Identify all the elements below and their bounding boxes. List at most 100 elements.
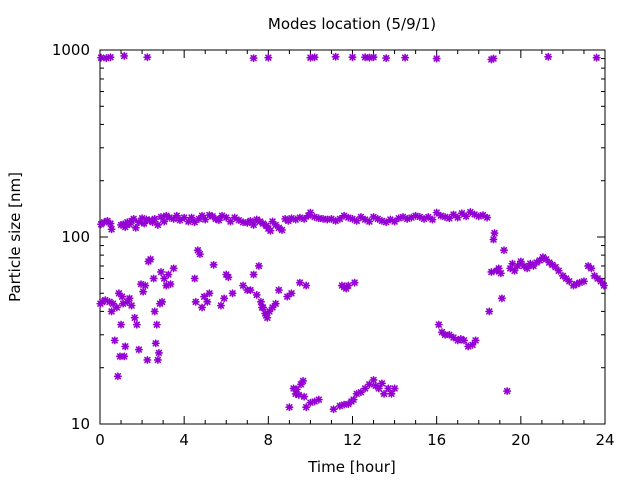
data-point	[169, 214, 178, 223]
data-point	[198, 303, 207, 312]
data-point	[112, 303, 121, 312]
data-point	[164, 270, 173, 279]
data-point	[445, 214, 454, 223]
data-point	[369, 375, 378, 384]
data-point	[226, 217, 235, 226]
data-point	[195, 250, 204, 259]
x-tick-label: 20	[511, 431, 530, 449]
data-point	[285, 403, 294, 412]
data-point	[278, 226, 287, 235]
data-point	[349, 395, 358, 404]
data-point	[369, 53, 378, 62]
data-point	[154, 348, 163, 357]
data-point	[424, 212, 433, 221]
x-tick-label: 16	[427, 431, 446, 449]
data-point	[113, 372, 122, 381]
data-point	[310, 53, 319, 62]
data-point	[127, 301, 136, 310]
data-point	[266, 226, 275, 235]
data-point	[287, 289, 296, 298]
data-point	[130, 313, 139, 322]
data-point	[361, 384, 370, 393]
data-point	[449, 333, 458, 342]
data-point	[596, 277, 605, 286]
data-point	[344, 281, 353, 290]
x-axis: 0 4 8 12 16 20 24	[95, 50, 615, 449]
data-point	[329, 405, 338, 414]
data-point	[191, 297, 200, 306]
data-point	[382, 54, 391, 63]
data-point	[462, 212, 471, 221]
data-point	[365, 217, 374, 226]
data-point	[209, 260, 218, 269]
data-point	[485, 307, 494, 316]
data-point	[380, 389, 389, 398]
data-point	[254, 261, 263, 270]
data-point	[544, 52, 553, 61]
data-point	[249, 54, 258, 63]
data-point	[292, 385, 301, 394]
data-point	[121, 342, 130, 351]
data-point	[158, 297, 167, 306]
data-point	[490, 229, 499, 238]
data-point	[152, 320, 161, 329]
x-tick-label: 24	[595, 431, 614, 449]
data-point	[120, 352, 129, 361]
data-point	[249, 220, 258, 229]
data-point	[149, 274, 158, 283]
data-point	[151, 339, 160, 348]
data-point	[252, 290, 261, 299]
y-tick-label: 100	[61, 228, 90, 246]
data-point	[579, 277, 588, 286]
data-point	[300, 392, 309, 401]
data-point	[554, 266, 563, 275]
data-point	[166, 280, 175, 289]
data-point	[487, 267, 496, 276]
data-point	[120, 51, 129, 60]
data-point	[265, 307, 274, 316]
data-point	[157, 267, 166, 276]
data-point	[489, 54, 498, 63]
data-points	[96, 51, 608, 414]
data-point	[117, 320, 126, 329]
data-point	[587, 264, 596, 273]
data-point	[542, 255, 551, 264]
data-point	[263, 313, 272, 322]
data-point	[483, 213, 492, 222]
data-point	[220, 294, 229, 303]
plot-border	[99, 49, 606, 425]
data-point	[599, 281, 608, 290]
data-point	[374, 384, 383, 393]
data-point	[348, 53, 357, 62]
plot-frame	[99, 49, 606, 425]
data-point	[428, 215, 437, 224]
data-point	[503, 387, 512, 396]
data-point	[246, 286, 255, 295]
data-point	[434, 320, 443, 329]
data-point	[365, 380, 374, 389]
data-point	[432, 54, 441, 63]
data-point	[216, 301, 225, 310]
y-axis-label: Particle size [nm]	[6, 172, 24, 302]
data-point	[134, 345, 143, 354]
data-point	[160, 217, 169, 226]
data-point	[249, 270, 258, 279]
data-point	[299, 376, 308, 385]
data-point	[489, 235, 498, 244]
data-point	[153, 220, 162, 229]
data-point	[401, 53, 410, 62]
data-point	[256, 297, 265, 306]
data-point	[224, 273, 233, 282]
data-point	[125, 294, 134, 303]
data-point	[274, 286, 283, 295]
data-point	[331, 52, 340, 61]
data-point	[150, 214, 159, 223]
data-point	[259, 303, 268, 312]
y-axis: 10 100 1000	[52, 41, 605, 433]
data-point	[106, 53, 115, 62]
data-point	[390, 384, 399, 393]
data-point	[143, 355, 152, 364]
data-point	[302, 281, 311, 290]
data-point	[203, 297, 212, 306]
